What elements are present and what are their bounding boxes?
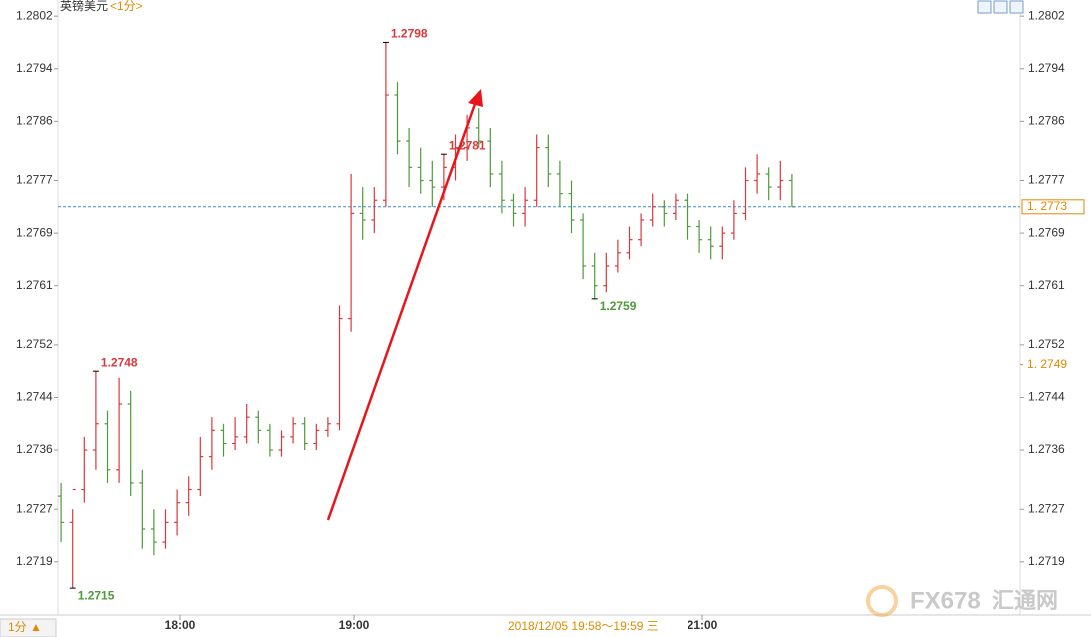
watermark-logo (866, 585, 898, 617)
watermark-name: 汇通网 (992, 588, 1058, 613)
y-tick-label: 1.2802 (16, 8, 53, 22)
tooltip: 2018/12/05 19:58～19:59 三 (508, 619, 659, 633)
toolbar[interactable] (977, 0, 1024, 14)
period-button-box[interactable] (0, 618, 57, 637)
y-tick-label: 1.2752 (1028, 337, 1065, 351)
y-tick-label: 1.2719 (1028, 554, 1065, 568)
y-tick-label: 1.2752 (16, 337, 53, 351)
y-tick-label: 1.2777 (1028, 173, 1065, 187)
y-tick-label: 1.2769 (1028, 225, 1065, 239)
extreme-label: 1.2798 (391, 27, 428, 41)
tool-button[interactable] (1009, 0, 1024, 14)
x-tick-label: 19:00 (339, 618, 370, 632)
y-tick-label: 1.2761 (1028, 278, 1065, 292)
y-tick-label: 1.2744 (16, 390, 53, 404)
arrow-head (468, 89, 483, 107)
y-tick-label: 1.2769 (16, 225, 53, 239)
extreme-label: 1.2781 (449, 138, 486, 152)
y-tick-label: 1.2727 (16, 501, 53, 515)
y-tick-label: 1.2794 (16, 61, 53, 75)
y-tick-label: 1.2761 (16, 278, 53, 292)
x-tick-label: 21:00 (687, 618, 718, 632)
marker-price-label: 1. 2749 (1027, 357, 1067, 371)
y-tick-label: 1.2736 (1028, 442, 1065, 456)
tool-button[interactable] (977, 0, 992, 14)
extreme-label: 1.2715 (78, 588, 115, 602)
y-tick-label: 1.2719 (16, 554, 53, 568)
tooltip-box (505, 619, 688, 635)
y-tick-label: 1.2744 (1028, 390, 1065, 404)
y-tick-label: 1.2802 (1028, 8, 1065, 22)
extreme-label: 1.2748 (101, 355, 138, 369)
last-price-label: 1. 2773 (1027, 199, 1067, 213)
y-tick-label: 1.2786 (16, 114, 53, 128)
tool-button[interactable] (993, 0, 1008, 14)
period: <1分> (110, 0, 143, 13)
title: 英镑美元 (60, 0, 108, 13)
x-tick-label: 18:00 (165, 618, 196, 632)
y-tick-label: 1.2786 (1028, 114, 1065, 128)
extreme-label: 1.2759 (600, 299, 637, 313)
trend-arrow (326, 103, 477, 521)
y-tick-label: 1.2794 (1028, 61, 1065, 75)
watermark-brand: FX678 (910, 587, 981, 614)
period-button[interactable]: 1分 ▲ (8, 620, 42, 634)
y-tick-label: 1.2777 (16, 173, 53, 187)
y-tick-label: 1.2736 (16, 442, 53, 456)
y-tick-label: 1.2727 (1028, 501, 1065, 515)
last-price-box (1021, 199, 1085, 215)
